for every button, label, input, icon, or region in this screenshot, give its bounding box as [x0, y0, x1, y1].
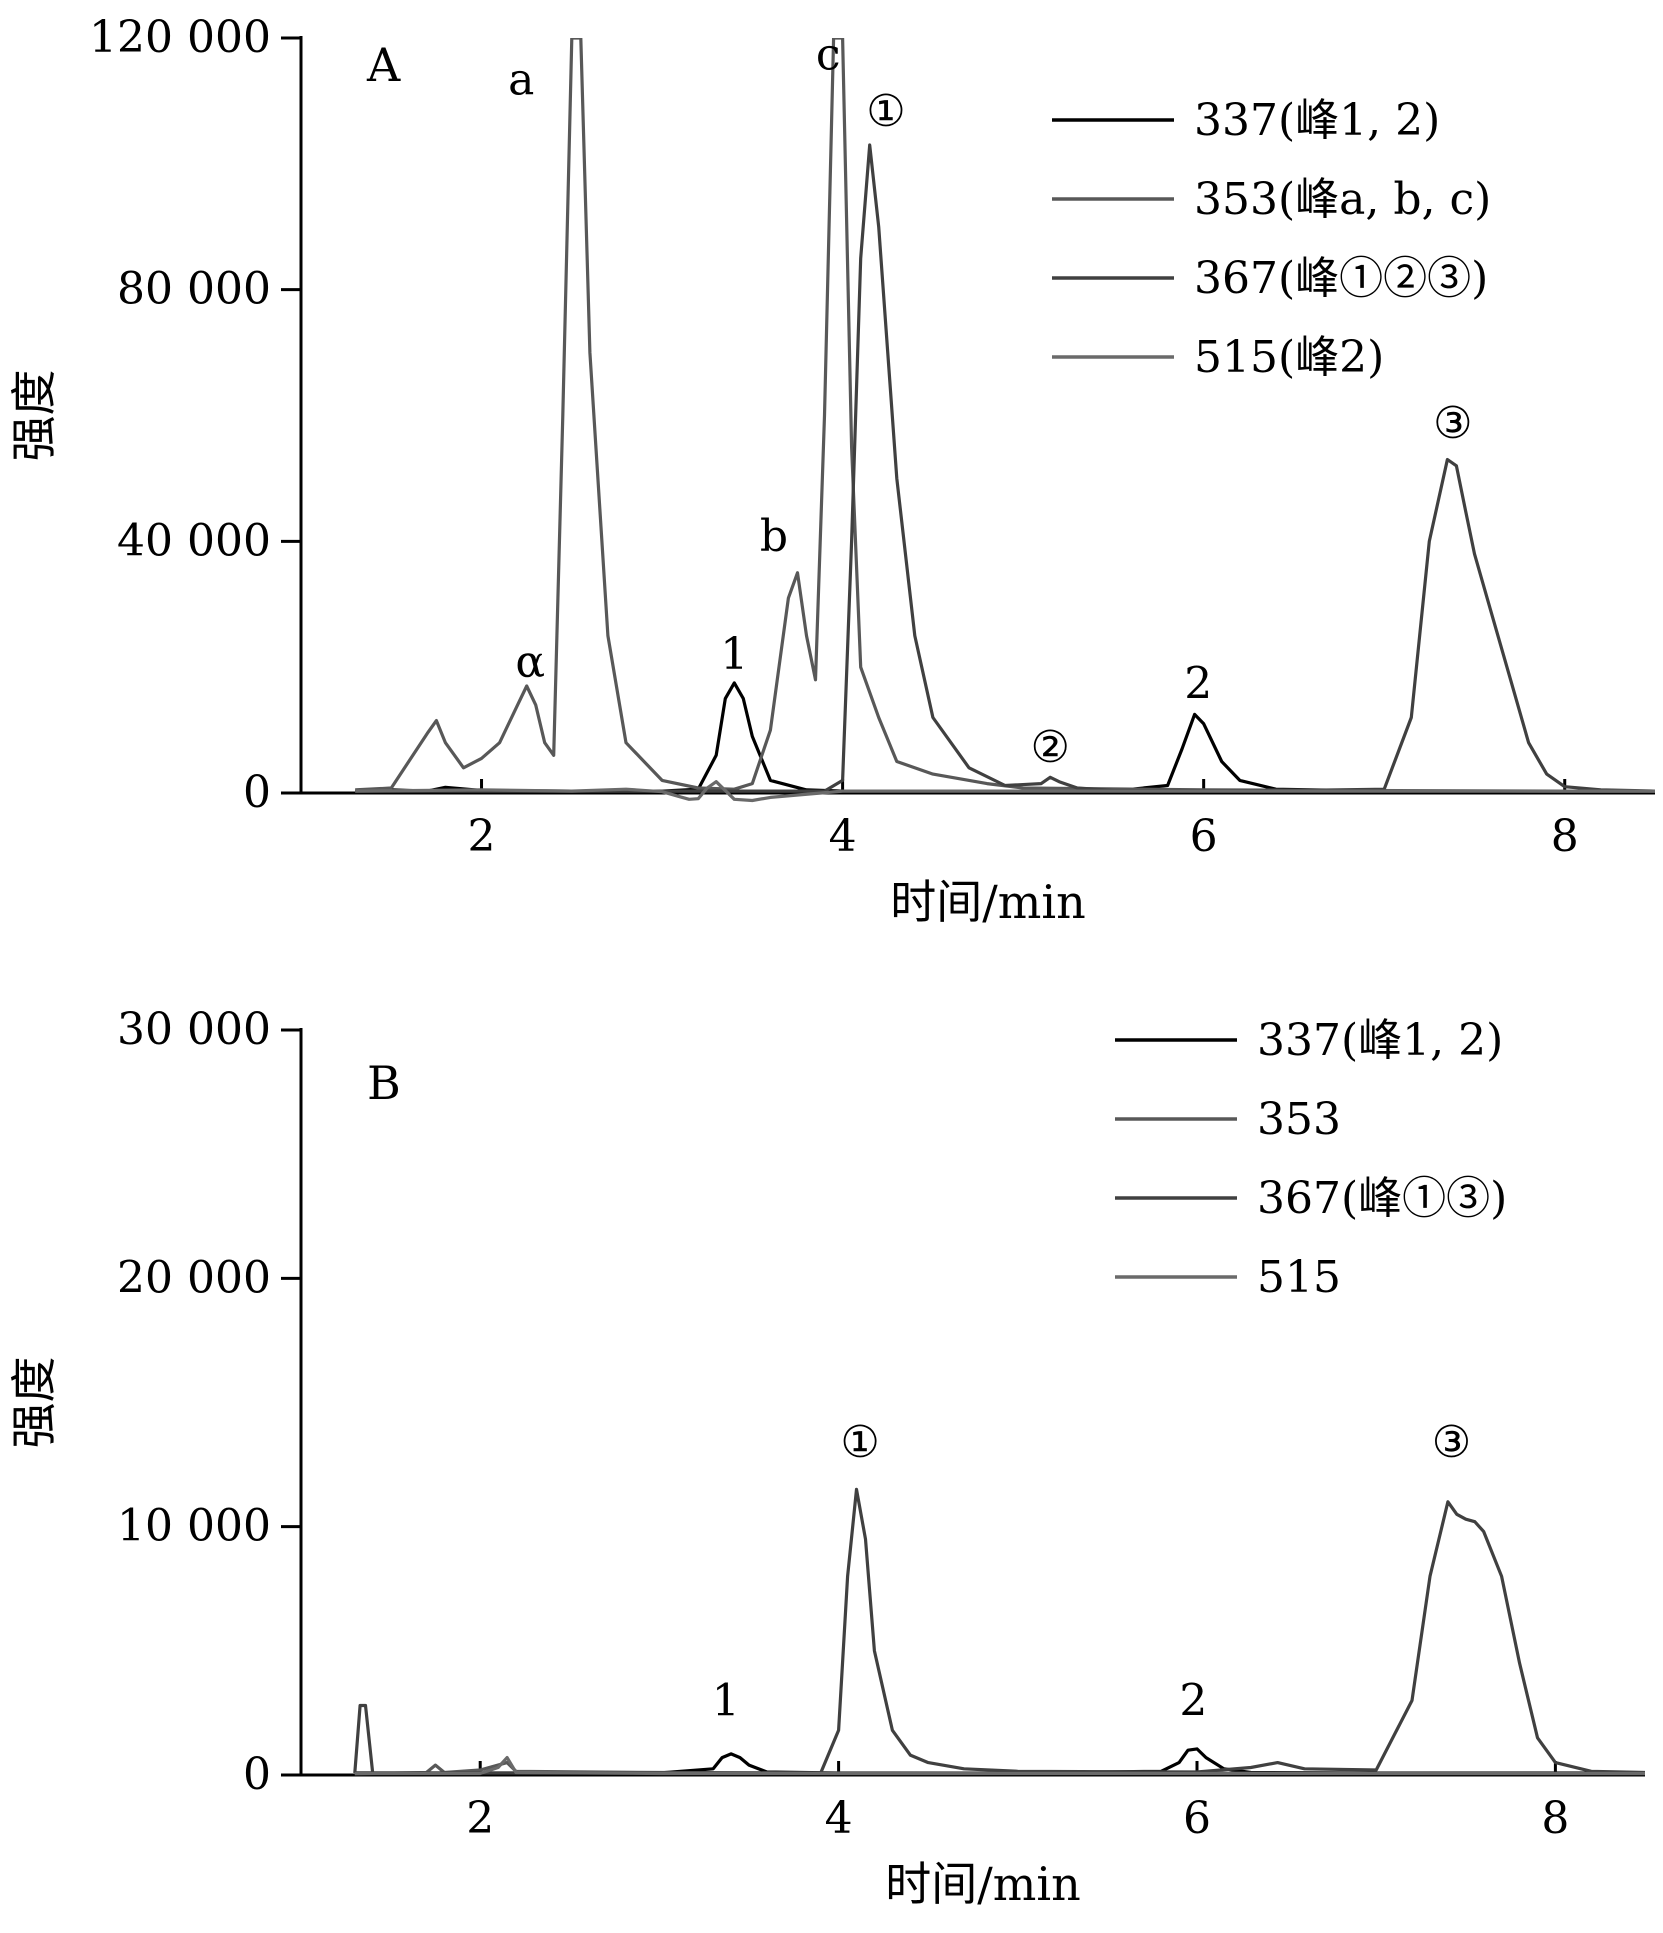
- x-tick-label: 2: [466, 1793, 494, 1844]
- legend-entry: 353(峰a, b, c): [1194, 174, 1491, 225]
- y-tick-label: 20 000: [117, 1252, 271, 1303]
- y-tick-label: 0: [243, 1749, 271, 1800]
- y-tick-label: 30 000: [117, 1004, 271, 1055]
- peak-label: ③: [1433, 398, 1472, 449]
- x-tick-label: 4: [829, 811, 857, 862]
- series-line: [354, 1755, 1645, 1776]
- peak-label: c: [816, 29, 841, 80]
- panel-label: B: [367, 1056, 401, 1110]
- legend-entry: 337(峰1, 2): [1194, 95, 1440, 146]
- peak-label: ①: [840, 1417, 879, 1468]
- y-tick-label: 40 000: [117, 515, 271, 566]
- legend-entry: 367(峰①③): [1257, 1173, 1507, 1224]
- series-line: [355, 681, 1655, 793]
- peak-label: ②: [1030, 722, 1069, 773]
- x-tick-label: 4: [825, 1793, 853, 1844]
- peak-label: b: [760, 511, 788, 562]
- legend-entry: 337(峰1, 2): [1257, 1015, 1503, 1066]
- panel-label: A: [366, 38, 401, 92]
- peak-label: ①: [866, 86, 905, 137]
- peak-label: α: [515, 637, 545, 688]
- x-axis-title: 时间/min: [885, 1857, 1080, 1911]
- legend-entry: 515(峰2): [1194, 332, 1384, 383]
- x-tick-label: 6: [1190, 811, 1218, 862]
- y-tick-label: 120 000: [89, 12, 271, 63]
- x-tick-label: 8: [1541, 1793, 1569, 1844]
- legend-entry: 515: [1257, 1252, 1341, 1303]
- peak-label: 2: [1184, 659, 1212, 710]
- peak-label: 1: [712, 1675, 740, 1726]
- series-line: [353, 1487, 1645, 1775]
- x-tick-label: 2: [468, 811, 496, 862]
- x-tick-label: 6: [1183, 1793, 1211, 1844]
- x-axis-title: 时间/min: [890, 875, 1085, 929]
- series-line: [355, 143, 1655, 793]
- y-tick-label: 80 000: [117, 264, 271, 315]
- legend-entry: 353: [1257, 1094, 1341, 1145]
- y-tick-label: 0: [243, 767, 271, 818]
- peak-label: 2: [1179, 1675, 1207, 1726]
- peak-label: 1: [720, 629, 748, 680]
- x-tick-label: 8: [1551, 811, 1579, 862]
- series-line: [355, 38, 1655, 793]
- y-tick-label: 10 000: [117, 1501, 271, 1552]
- peak-label: ③: [1432, 1417, 1471, 1468]
- series-line: [355, 780, 1655, 803]
- y-axis-title: 强度: [7, 1357, 61, 1449]
- legend-entry: 367(峰①②③): [1194, 253, 1488, 304]
- y-axis-title: 强度: [7, 370, 61, 462]
- peak-label: a: [508, 55, 534, 106]
